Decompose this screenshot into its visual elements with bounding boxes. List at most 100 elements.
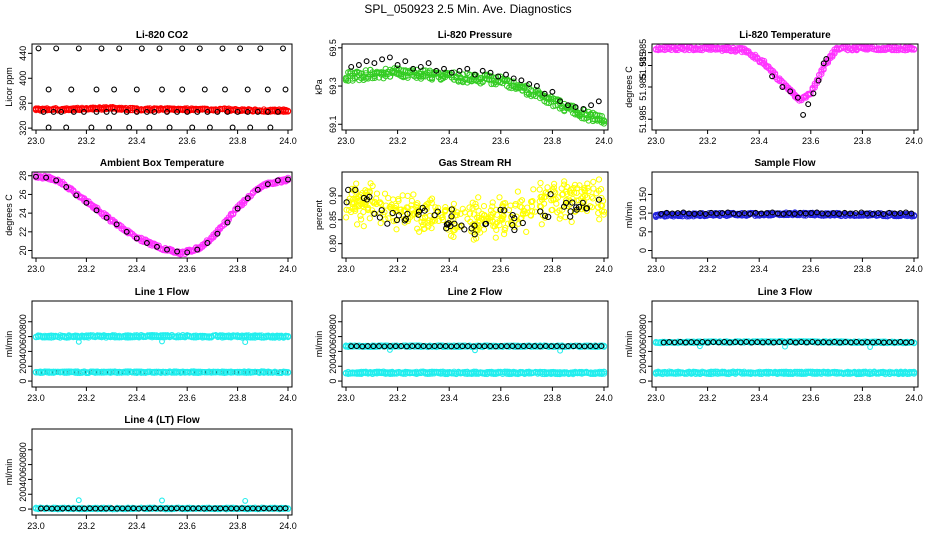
point [537,179,544,187]
point [528,198,535,206]
point [420,343,427,350]
point [214,108,221,115]
point [406,210,414,217]
point [869,339,876,346]
series-box_temp-1 [33,173,291,256]
x-tick-label: 23.0 [647,136,665,146]
point [360,194,367,202]
y-tick-label: 800 [18,314,28,329]
point [759,339,766,346]
point [508,213,515,220]
point [260,368,267,375]
point [570,185,577,192]
point [166,124,173,130]
point [468,225,475,232]
y-axis-label: degrees C [624,66,634,108]
point [482,221,489,228]
point [345,186,352,193]
point [472,200,479,207]
point [156,45,163,52]
x-tick-label: 23.0 [27,264,45,274]
x-tick-label: 23.4 [128,393,146,403]
point [470,211,477,218]
plot-area [342,342,608,378]
plot-frame [651,300,919,388]
point [798,339,805,346]
point [103,108,110,115]
x-tick-label: 23.0 [337,136,355,146]
point [653,338,659,345]
point [222,86,228,93]
series-line2-3 [348,343,605,350]
point [53,177,60,184]
point [144,368,151,375]
point [447,222,454,230]
point [526,343,533,350]
point [575,204,583,211]
y-tick-label: 69.5 [328,39,338,57]
point [745,339,752,346]
point [417,63,424,70]
point [395,197,402,204]
point [206,124,213,130]
y-tick-label: 28 [18,171,28,181]
point [902,339,909,346]
x-tick-label: 23.8 [229,136,247,146]
plot-area [342,54,608,127]
y-tick-label: 22 [18,227,28,237]
point [75,45,82,52]
point [124,368,132,375]
y-tick-label: 600 [328,329,338,344]
point [448,213,455,220]
point [595,196,603,203]
point [858,209,865,216]
point [428,76,436,83]
point [421,207,428,214]
point [471,231,478,238]
point [377,210,384,217]
point [392,343,399,350]
point [891,210,898,217]
point [590,178,597,185]
point [496,194,503,201]
point [600,343,608,350]
point [880,339,887,346]
point [475,217,482,224]
point [254,186,261,193]
point [196,45,203,52]
point [573,204,580,211]
point [897,210,904,217]
series-licor_temp-0 [652,44,918,104]
point [551,180,558,187]
point [456,67,463,74]
point [410,191,417,198]
y-tick-label: 0.90 [328,187,338,205]
point [492,343,499,350]
point [588,102,595,109]
panel-title: Li-820 Pressure [438,30,513,41]
y-tick-label: 51.985 [638,105,648,133]
point [842,339,849,346]
point [264,108,271,115]
point [825,339,832,346]
point [583,194,591,201]
point [492,234,499,241]
point [379,56,386,63]
point [234,205,241,212]
point [395,342,402,350]
point [472,71,478,78]
point [765,338,772,345]
point [696,343,703,350]
point [836,339,843,346]
point [600,211,607,218]
point [438,214,445,221]
point [204,108,211,115]
point [565,343,572,350]
x-tick-label: 23.8 [854,393,872,403]
point [553,343,560,350]
point [111,108,118,115]
point [257,45,264,52]
